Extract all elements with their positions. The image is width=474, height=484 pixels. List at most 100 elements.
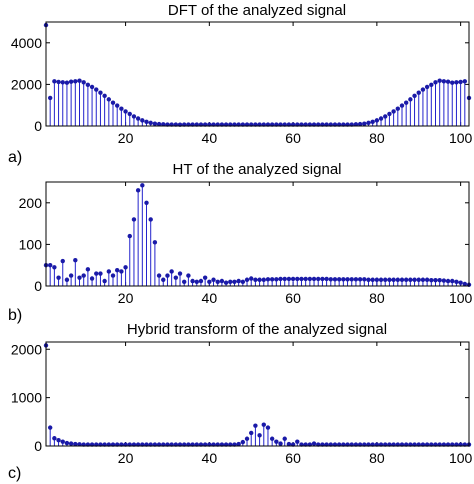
stem-marker xyxy=(349,277,354,282)
stem-marker xyxy=(177,271,183,276)
stem-marker xyxy=(395,106,401,111)
panel-a-title: DFT of the analyzed signal xyxy=(168,2,346,19)
stem-marker xyxy=(458,280,463,285)
stem-marker xyxy=(249,276,254,281)
stem-marker xyxy=(47,425,53,430)
stem-marker xyxy=(156,273,162,278)
stem-marker xyxy=(282,276,287,282)
stem-marker xyxy=(395,277,401,282)
stem-marker xyxy=(232,279,237,285)
stem-marker xyxy=(114,267,120,273)
stem-marker xyxy=(378,116,384,121)
stem-marker xyxy=(328,277,333,282)
stem-marker xyxy=(156,121,162,127)
stem-marker xyxy=(173,275,179,280)
x-tick-label: 80 xyxy=(369,130,385,146)
stem-marker xyxy=(387,277,392,282)
stem-marker xyxy=(190,278,195,284)
stem-marker xyxy=(454,80,459,85)
stem-marker xyxy=(253,423,258,428)
stem-marker xyxy=(240,439,246,445)
stem-marker xyxy=(249,430,254,436)
stem-marker xyxy=(366,120,371,126)
stem-marker xyxy=(374,118,380,123)
stem-marker xyxy=(387,111,392,117)
stem-marker xyxy=(123,265,128,270)
x-tick-label: 80 xyxy=(369,290,385,306)
stem-marker xyxy=(295,276,300,282)
stem-marker xyxy=(269,436,275,441)
panel-a-x-ticks: 20 40 60 80 100 xyxy=(118,22,473,146)
stem-marker xyxy=(437,277,442,283)
stem-marker xyxy=(68,273,74,278)
stem-marker xyxy=(236,278,241,284)
panel-b-axes-box xyxy=(45,181,470,287)
stem-marker xyxy=(295,439,300,444)
stem-marker xyxy=(123,109,128,114)
stem-marker xyxy=(408,97,413,102)
stem-marker xyxy=(127,233,132,239)
stem-marker xyxy=(89,84,95,90)
panel-c-label: c) xyxy=(8,465,21,482)
stem-marker xyxy=(429,82,434,88)
stem-marker xyxy=(420,87,426,92)
panel-b-stems xyxy=(43,183,472,287)
stem-marker xyxy=(399,103,405,108)
y-tick-label: 0 xyxy=(34,278,42,294)
stem-marker xyxy=(148,120,153,126)
stem-marker xyxy=(244,277,250,282)
panel-c-hybrid: Hybrid transform of the analyzed signal … xyxy=(8,321,473,482)
stem-marker xyxy=(64,80,70,85)
panel-c-stems xyxy=(43,343,472,447)
panel-b-y-ticks: 0 100 200 xyxy=(19,195,469,294)
stem-marker xyxy=(290,276,296,282)
stem-marker xyxy=(278,276,283,282)
stem-marker xyxy=(286,276,292,282)
stem-marker xyxy=(207,279,212,285)
stem-marker xyxy=(77,442,82,447)
x-tick-label: 40 xyxy=(202,130,218,146)
panel-b-label: b) xyxy=(8,307,22,324)
stem-marker xyxy=(73,441,78,447)
stem-marker xyxy=(274,439,279,444)
stem-marker xyxy=(383,114,388,119)
stem-marker xyxy=(102,93,107,99)
panel-a-stems xyxy=(43,22,472,127)
stem-marker xyxy=(77,275,82,280)
stem-marker xyxy=(383,277,388,282)
stem-marker xyxy=(433,80,438,85)
x-tick-label: 100 xyxy=(449,450,473,466)
stem-marker xyxy=(370,277,375,282)
stem-marker xyxy=(261,422,266,427)
stem-marker xyxy=(152,121,158,126)
stem-marker xyxy=(73,79,78,84)
stem-marker xyxy=(332,277,338,282)
stem-marker xyxy=(64,277,70,282)
stem-marker xyxy=(85,267,91,272)
stem-marker xyxy=(52,79,57,84)
stem-marker xyxy=(106,97,112,102)
stem-marker xyxy=(140,183,145,188)
x-tick-label: 20 xyxy=(118,130,134,146)
stem-marker xyxy=(336,277,342,282)
stem-marker xyxy=(311,441,317,446)
stem-marker xyxy=(161,277,166,282)
stem-marker xyxy=(127,111,132,117)
stem-marker xyxy=(416,277,421,282)
stem-marker xyxy=(458,79,463,85)
stem-marker xyxy=(161,122,166,127)
stem-marker xyxy=(441,79,447,84)
stem-marker xyxy=(324,276,329,282)
stem-marker xyxy=(219,278,225,284)
stem-marker xyxy=(148,217,153,222)
stem-marker xyxy=(316,276,321,282)
x-tick-label: 20 xyxy=(118,450,134,466)
stem-marker xyxy=(445,79,451,84)
stem-marker xyxy=(403,277,409,282)
stem-marker xyxy=(114,103,120,108)
panel-c-y-ticks: 0 1000 2000 xyxy=(11,341,469,454)
stem-marker xyxy=(353,122,359,127)
y-tick-label: 4000 xyxy=(11,35,42,51)
stem-marker xyxy=(85,82,91,88)
stem-marker xyxy=(56,79,61,85)
